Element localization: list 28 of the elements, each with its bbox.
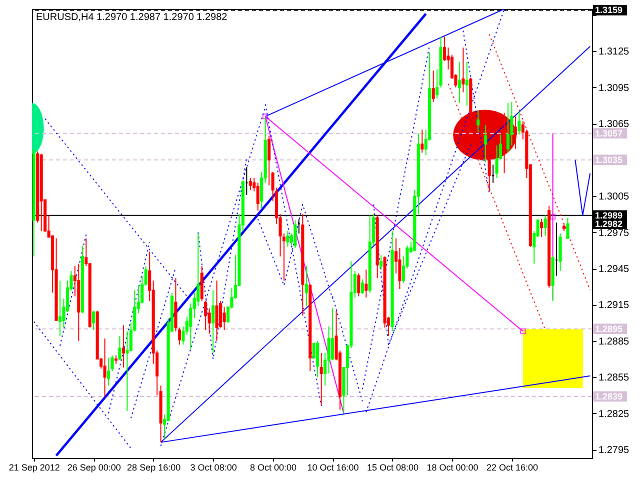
y-tick-label: 1.2975 <box>598 228 630 239</box>
x-tick-label: 8 Oct 00:00 <box>250 462 297 472</box>
x-tick-label: 21 Sep 2012 <box>8 462 60 472</box>
y-tick-label: 1.2885 <box>598 336 630 348</box>
ref-line-label: 1.3159 <box>595 5 623 16</box>
x-tick-label: 28 Sep 16:00 <box>127 462 181 472</box>
text: 1.2982 <box>595 218 623 229</box>
x-tick-label: 18 Oct 00:00 <box>426 462 478 472</box>
x-tick-label: 15 Oct 08:00 <box>366 462 419 472</box>
y-tick-label: 1.2855 <box>598 372 630 384</box>
x-tick-label: 22 Oct 16:00 <box>486 462 538 472</box>
y-tick-label: 1.2825 <box>598 408 630 420</box>
chart-title: EURUSD,H4 1.2970 1.2987 1.2970 1.2982 <box>36 12 228 23</box>
y-tick-label: 1.3005 <box>598 192 630 203</box>
y-tick-label: 1.2795 <box>598 445 630 456</box>
ref-line-label: 1.2989 <box>595 210 623 220</box>
y-tick-label: 1.3065 <box>598 119 630 130</box>
ref-line-label: 1.3035 <box>595 154 623 165</box>
y-tick-label: 1.2915 <box>598 300 630 312</box>
x-tick-label: 26 Sep 00:00 <box>67 462 121 472</box>
x-tick-label: 3 Oct 08:00 <box>190 462 237 472</box>
x-tick-label: 10 Oct 16:00 <box>307 462 359 472</box>
y-tick-label: 1.3095 <box>598 82 630 94</box>
y-tick-label: 1.2945 <box>598 264 630 276</box>
y-tick-label: 1.3125 <box>598 46 630 58</box>
ref-line-label: 1.3057 <box>595 128 623 138</box>
ref-line-label: 1.2895 <box>595 324 623 334</box>
ref-line-label: 1.2839 <box>595 391 623 402</box>
